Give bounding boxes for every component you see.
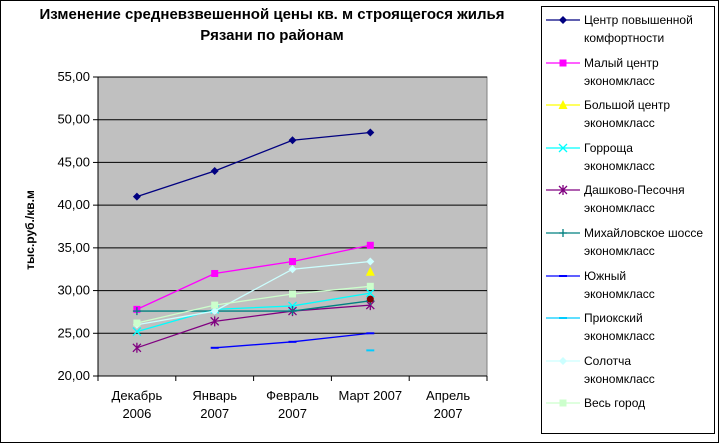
legend-symbol [546,356,580,365]
data-point [288,265,297,274]
data-point [288,307,297,316]
data-point [211,269,219,277]
legend-symbol [546,274,580,277]
data-point [366,257,375,266]
legend-symbol [546,399,580,407]
data-point [366,241,374,249]
x-tick-label: Декабрь 2006 [112,388,163,421]
legend-label: Солотча экономкласс [584,353,655,386]
legend-marker [558,185,568,196]
legend-marker [559,229,567,237]
data-point [210,166,219,175]
data-point [132,327,142,337]
data-point [366,282,374,290]
legend-marker [559,16,567,24]
legend-marker [558,100,568,110]
data-point [132,307,141,316]
legend-symbol [546,229,580,237]
legend: Центр повышенной комфортности Малый центр… [541,6,715,434]
data-point [365,266,375,276]
legend-label: Малый центр экономкласс [584,55,659,88]
legend-label: Михайловское шоссе экономкласс [584,226,704,258]
legend-marker [559,59,567,67]
series-line [136,285,371,324]
data-point [289,290,296,298]
y-tick-label: 50,00 [57,112,90,127]
series-line [136,131,371,198]
data-point [132,192,141,201]
legend-symbol [546,59,580,67]
data-point [210,316,220,327]
data-point [288,136,297,145]
data-point [366,295,374,303]
y-tick-label: 55,00 [57,69,90,84]
legend-label: Дашково-Песочня экономкласс [584,183,685,216]
legend-symbol [546,16,580,24]
series-line [136,260,371,326]
legend-symbol [546,100,580,110]
data-point [365,288,375,298]
plot-background [97,76,488,377]
series-line [136,300,371,312]
legend-label: Южный экономкласс [584,268,655,301]
data-point [211,301,219,309]
legend-symbol [546,317,580,320]
data-point [210,307,219,316]
x-tick-label: Февраль 2007 [266,388,319,421]
series-line [136,292,371,333]
data-point [133,319,141,327]
legend-symbol [546,185,580,196]
legend-label: Большой центр экономкласс [584,98,671,131]
legend-label: Весь город [584,396,646,411]
legend-marker [559,356,567,365]
x-tick-label: Апрель 2007 [426,388,470,421]
data-point [289,258,296,266]
y-tick-label: 40,00 [57,197,90,212]
legend-marker [559,399,567,407]
y-tick-label: 30,00 [57,283,90,298]
series-line [136,304,371,349]
x-tick-label: Март 2007 [338,388,402,403]
legend-marker [558,143,568,153]
x-tick-label: Январь 2007 [192,388,237,421]
y-tick-label: 45,00 [57,154,90,169]
chart-title: Изменение средневзвешенной цены кв. м ст… [39,6,505,44]
legend-label: Центр повышенной комфортности [584,13,693,45]
legend-label: Горроща экономкласс [584,140,655,173]
series-line [136,244,371,310]
legend-symbol [546,143,580,153]
y-tick-label: 20,00 [57,368,90,383]
y-tick-label: 35,00 [57,240,90,255]
data-point [132,342,142,353]
y-tick-label: 25,00 [57,325,90,340]
legend-label: Приокский экономкласс [584,311,655,344]
data-point [366,128,375,137]
